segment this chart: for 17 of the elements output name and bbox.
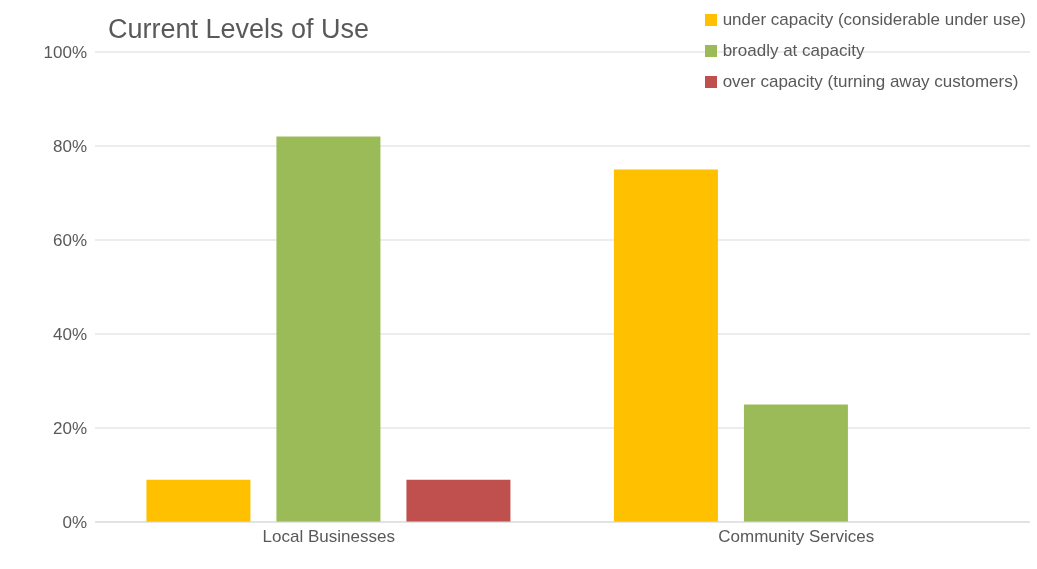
chart-title: Current Levels of Use xyxy=(108,14,370,45)
x-tick-label: Local Businesses xyxy=(262,527,395,547)
legend-label: broadly at capacity xyxy=(722,40,865,62)
bar xyxy=(406,479,511,522)
y-tick-label: 20% xyxy=(52,419,87,439)
y-tick-label: 0% xyxy=(62,513,87,533)
legend-label: under capacity (considerable under use) xyxy=(722,9,1026,31)
bar xyxy=(743,404,848,522)
bar xyxy=(613,169,718,522)
bar xyxy=(276,136,381,522)
y-tick-label: 100% xyxy=(43,43,87,63)
y-tick-label: 40% xyxy=(52,325,87,345)
x-tick-label: Community Services xyxy=(718,527,875,547)
y-tick-label: 60% xyxy=(52,231,87,251)
legend-label: over capacity (turning away customers) xyxy=(722,71,1019,93)
y-tick-label: 80% xyxy=(52,137,87,157)
bar xyxy=(146,479,251,522)
